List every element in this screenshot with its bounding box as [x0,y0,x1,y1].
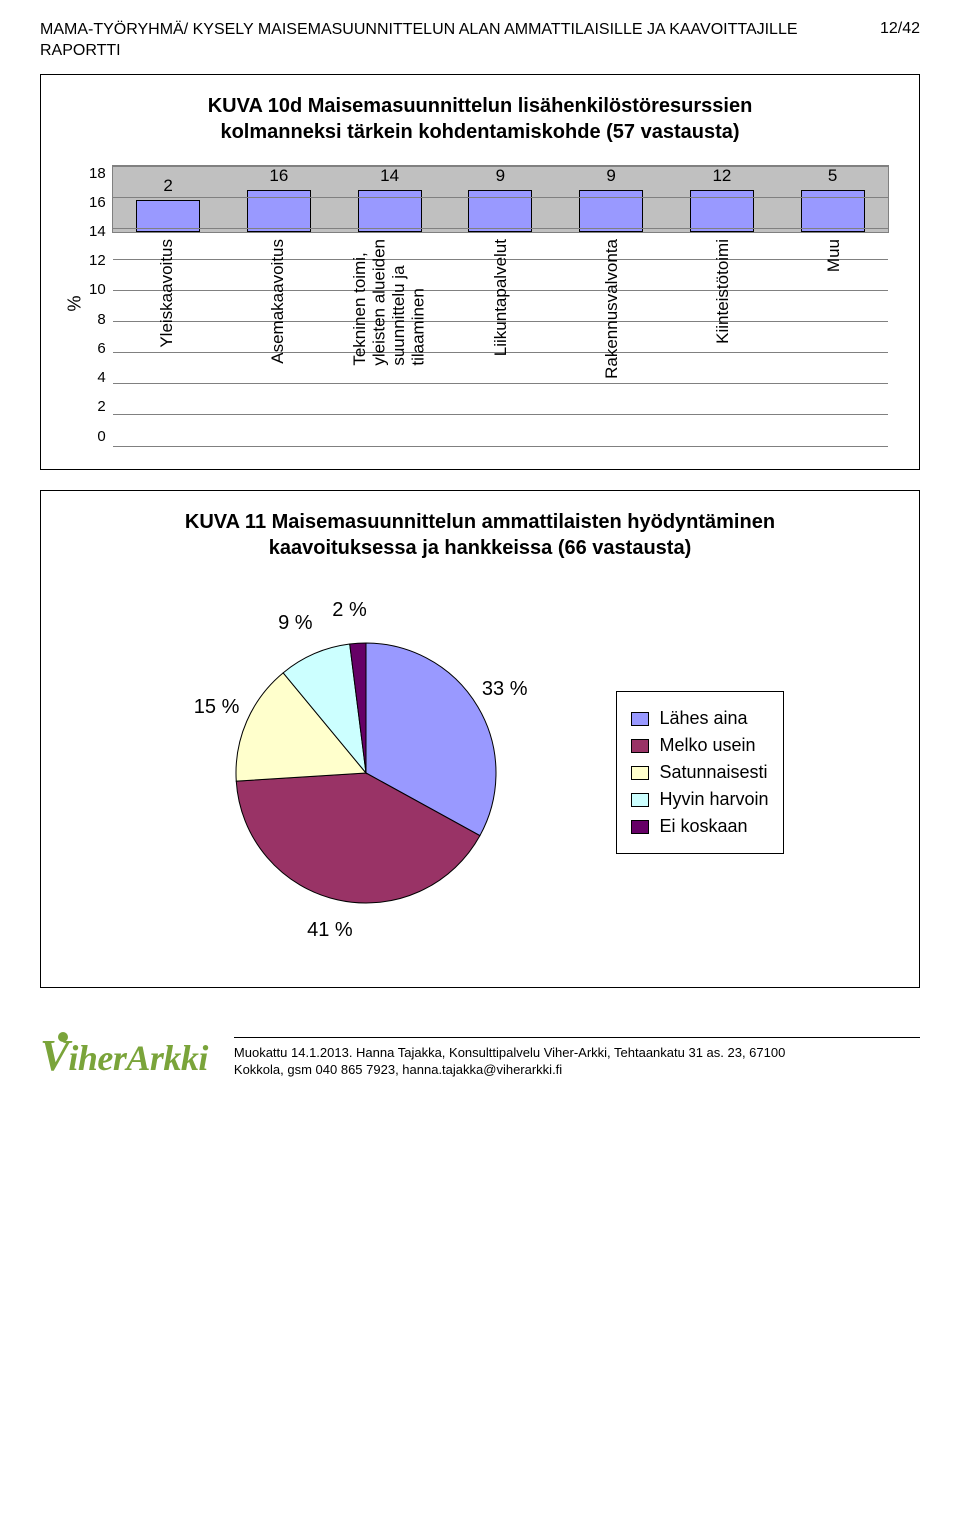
y-tick: 8 [97,311,105,328]
legend-label: Lähes aina [659,708,747,729]
pie-pct-label: 15 % [194,696,240,719]
bar-value-label: 16 [269,166,288,186]
gridline [113,228,888,229]
bars-row: 2 16 14 9 9 12 5 [113,166,888,232]
pie-title-line2: kaavoituksessa ja hankkeissa (66 vastaus… [269,537,691,559]
y-axis-label: % [64,296,85,312]
pie-title-line1: KUVA 11 Maisemasuunnittelun ammattilaist… [185,511,775,533]
header-line1: MAMA-TYÖRYHMÄ/ KYSELY MAISEMASUUNNITTELU… [40,20,798,41]
page-number: 12/42 [880,20,920,38]
logo-rest: iherArkki [68,1037,208,1079]
bar-plot-area: 2 16 14 9 9 12 5 [112,165,889,233]
y-axis-label-wrap: % [61,163,89,445]
pie-wrap: 33 % 41 % 15 % 9 % 2 % [176,583,556,963]
gridline [113,383,888,384]
legend-item: Ei koskaan [631,816,768,837]
legend-item: Satunnaisesti [631,762,768,783]
header-line2: RAPORTTI [40,41,798,62]
bar-chart-title: KUVA 10d Maisemasuunnittelun lisähenkilö… [61,93,899,145]
pie-legend: Lähes aina Melko usein Satunnaisesti Hyvin … [616,691,783,854]
pie-pct-label: 2 % [332,599,366,622]
header-title: MAMA-TYÖRYHMÄ/ KYSELY MAISEMASUUNNITTELU… [40,20,798,62]
bar-chart-panel: KUVA 10d Maisemasuunnittelun lisähenkilö… [40,74,920,470]
gridline [113,166,888,167]
bar-slot: 9 [556,166,667,232]
page-header: MAMA-TYÖRYHMÄ/ KYSELY MAISEMASUUNNITTELU… [40,20,920,62]
logo-v: V [40,1034,68,1078]
bar-value-label: 5 [828,166,837,186]
y-tick: 4 [97,369,105,386]
legend-label: Satunnaisesti [659,762,767,783]
bar-title-line1: KUVA 10d Maisemasuunnittelun lisähenkilö… [208,95,753,117]
bar-slot: 5 [777,166,888,232]
bar-value-label: 9 [496,166,505,186]
legend-swatch [631,793,649,807]
y-tick: 12 [89,252,106,269]
legend-item: Melko usein [631,735,768,756]
pie-chart-body: 33 % 41 % 15 % 9 % 2 % Lähes aina Melko usein… [61,583,899,963]
logo: ViherArkki [40,1034,208,1079]
pie-chart-panel: KUVA 11 Maisemasuunnittelun ammattilaist… [40,490,920,988]
pie-svg [176,583,556,963]
gridline [113,197,888,198]
bar-slot: 9 [445,166,556,232]
pie-pct-label: 33 % [482,678,528,701]
legend-swatch [631,820,649,834]
bar-slot: 16 [223,166,334,232]
y-axis-ticks: 18 16 14 12 10 8 6 4 2 0 [89,165,112,445]
y-tick: 10 [89,281,106,298]
bar-slot: 12 [667,166,778,232]
logo-leaf-icon [58,1032,68,1042]
bar-slot: 2 [113,166,224,232]
bar-value-label: 14 [380,166,399,186]
bar-value-label: 2 [163,176,172,196]
gridline [113,414,888,415]
gridline [113,446,888,447]
footer-line1: Muokattu 14.1.2013. Hanna Tajakka, Konsu… [234,1044,920,1062]
footer-line2: Kokkola, gsm 040 865 7923, hanna.tajakka… [234,1061,920,1079]
bar-title-line2: kolmanneksi tärkein kohdentamiskohde (57… [220,121,739,143]
legend-label: Hyvin harvoin [659,789,768,810]
legend-label: Melko usein [659,735,755,756]
legend-label: Ei koskaan [659,816,747,837]
legend-item: Hyvin harvoin [631,789,768,810]
bar-value-label: 12 [712,166,731,186]
footer-text: Muokattu 14.1.2013. Hanna Tajakka, Konsu… [234,1037,920,1079]
y-tick: 14 [89,223,106,240]
y-tick: 6 [97,340,105,357]
bar-slot: 14 [334,166,445,232]
y-tick: 16 [89,194,106,211]
legend-item: Lähes aina [631,708,768,729]
legend-swatch [631,739,649,753]
pie-chart-title: KUVA 11 Maisemasuunnittelun ammattilaist… [61,509,899,561]
page: MAMA-TYÖRYHMÄ/ KYSELY MAISEMASUUNNITTELU… [0,0,960,1109]
pie-pct-label: 41 % [307,919,353,942]
pie-pct-label: 9 % [278,612,312,635]
legend-swatch [631,766,649,780]
y-tick: 18 [89,165,106,182]
legend-swatch [631,712,649,726]
bar-chart-body: % 181614121086420 2161499125 Yleiskaavoi… [61,163,899,445]
y-tick: 0 [97,428,105,445]
page-footer: ViherArkki Muokattu 14.1.2013. Hanna Taj… [40,1034,920,1079]
y-tick: 2 [97,398,105,415]
bar-value-label: 9 [606,166,615,186]
